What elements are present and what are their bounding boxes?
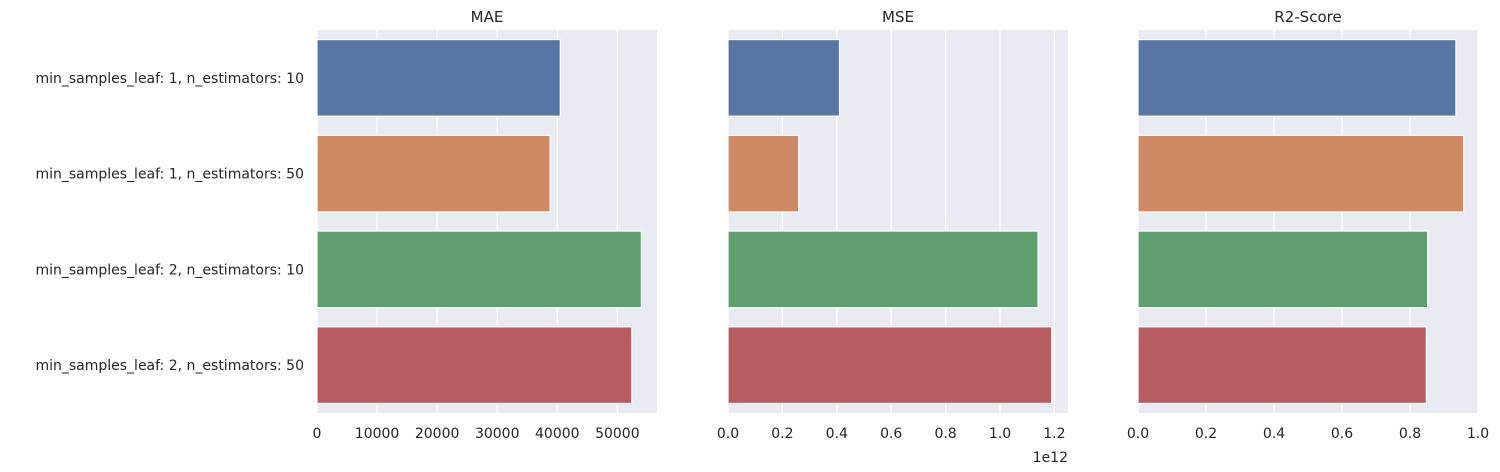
x-tick-label: 40000	[535, 426, 580, 442]
y-category-label: min_samples_leaf: 2, n_estimators: 50	[35, 358, 304, 374]
bar	[1137, 326, 1427, 405]
x-tick-label: 0.4	[826, 426, 848, 442]
panel-title: MSE	[882, 8, 914, 26]
x-tick-label: 0.4	[1263, 426, 1285, 442]
bar	[316, 134, 551, 213]
bar	[727, 38, 841, 117]
x-tick-label: 0.8	[934, 426, 956, 442]
y-category-label: min_samples_leaf: 1, n_estimators: 10	[35, 71, 304, 87]
panel-title: MAE	[471, 8, 504, 26]
bar	[1137, 230, 1429, 309]
panel-title: R2-Score	[1274, 8, 1341, 26]
x-tick-label: 20000	[415, 426, 460, 442]
x-tick-label: 1.0	[1467, 426, 1489, 442]
x-tick-label: 0.0	[1127, 426, 1149, 442]
x-tick-label: 0.0	[717, 426, 739, 442]
bar	[1137, 38, 1457, 117]
bar	[727, 134, 800, 213]
y-category-label: min_samples_leaf: 1, n_estimators: 50	[35, 167, 304, 183]
y-category-label: min_samples_leaf: 2, n_estimators: 10	[35, 262, 304, 278]
x-tick-label: 0.2	[1195, 426, 1217, 442]
x-tick-label: 1.2	[1043, 426, 1065, 442]
x-tick-label: 0	[313, 426, 322, 442]
panel-1: 0 10000 20000 30000 40000 50000 MAE min_samples…	[35, 8, 657, 442]
x-tick-label: 0.8	[1399, 426, 1421, 442]
panel-3: 0.0 0.2 0.4 0.6 0.8 1.0 R2-Score	[1127, 8, 1489, 442]
x-tick-label: 30000	[475, 426, 520, 442]
bar	[316, 38, 561, 117]
x-tick-label: 0.2	[771, 426, 793, 442]
bar	[1137, 134, 1465, 213]
x-offset-label: 1e12	[1033, 450, 1068, 466]
x-tick-label: 50000	[595, 426, 640, 442]
x-tick-label: 10000	[355, 426, 400, 442]
bar	[727, 326, 1053, 405]
panel-2: 0.0 0.2 0.4 0.6 0.8 1.0 1.2 1e12 MSE	[717, 8, 1068, 466]
bar	[316, 326, 633, 405]
x-tick-label: 0.6	[1331, 426, 1353, 442]
bar	[316, 230, 642, 309]
x-tick-label: 1.0	[989, 426, 1011, 442]
bar	[727, 230, 1039, 309]
x-tick-label: 0.6	[880, 426, 902, 442]
